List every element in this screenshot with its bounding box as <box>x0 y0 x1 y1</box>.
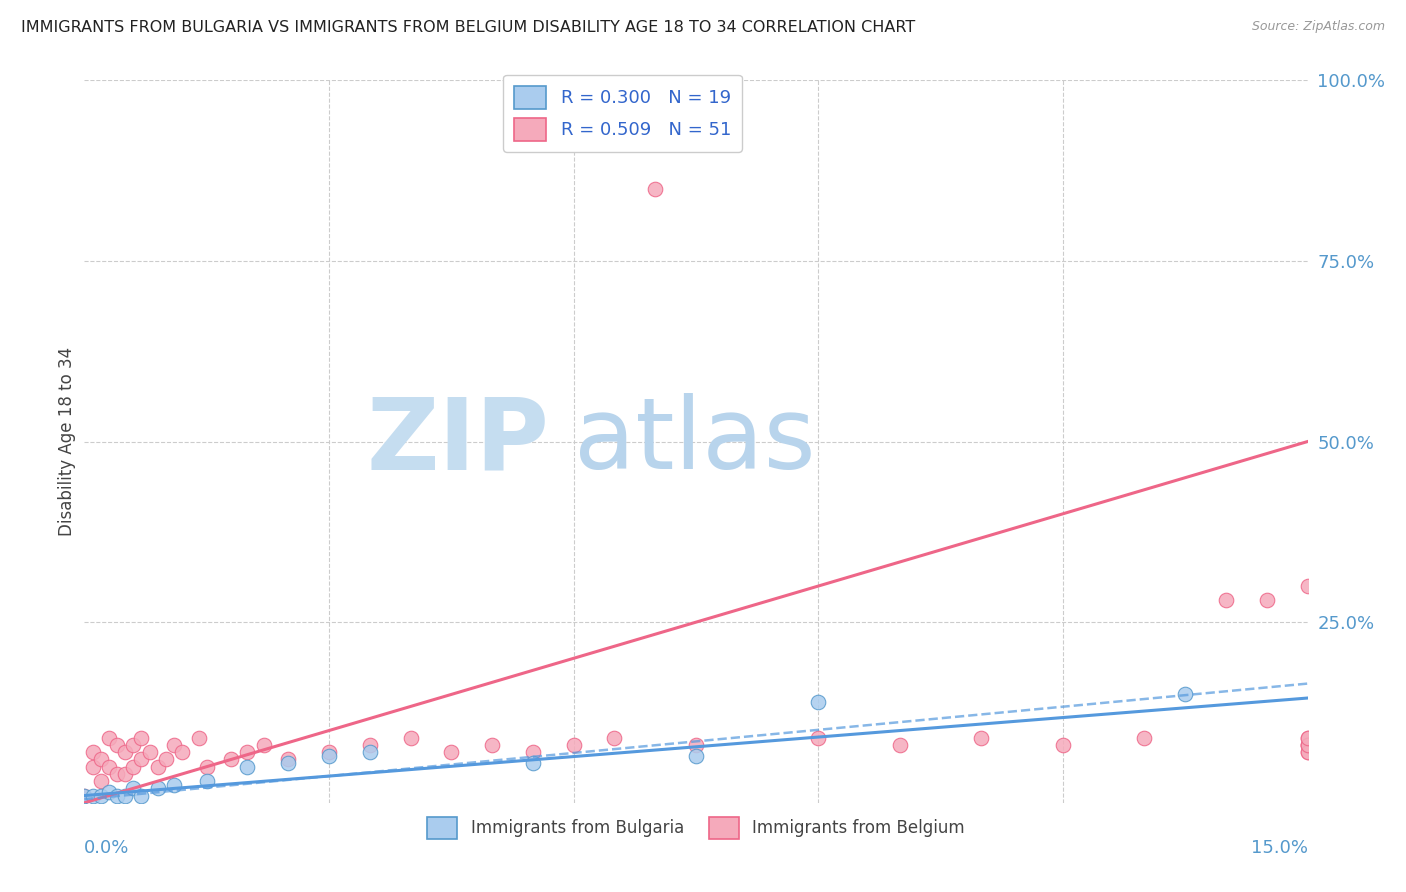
Point <box>105 789 128 803</box>
Text: ZIP: ZIP <box>367 393 550 490</box>
Point <box>1052 738 1074 752</box>
Point <box>114 789 136 803</box>
Point <box>603 731 626 745</box>
Point <box>277 752 299 766</box>
Point <box>318 748 340 763</box>
Point <box>146 781 169 796</box>
Text: atlas: atlas <box>574 393 815 490</box>
Point <box>122 760 145 774</box>
Point <box>90 789 112 803</box>
Point <box>1215 593 1237 607</box>
Point <box>105 738 128 752</box>
Point <box>131 752 153 766</box>
Point <box>195 760 218 774</box>
Point <box>253 738 276 752</box>
Legend: Immigrants from Bulgaria, Immigrants from Belgium: Immigrants from Bulgaria, Immigrants fro… <box>418 807 974 848</box>
Text: 0.0%: 0.0% <box>84 838 129 857</box>
Point <box>90 752 112 766</box>
Point <box>195 774 218 789</box>
Point <box>1296 731 1319 745</box>
Point <box>1296 745 1319 759</box>
Text: IMMIGRANTS FROM BULGARIA VS IMMIGRANTS FROM BELGIUM DISABILITY AGE 18 TO 34 CORR: IMMIGRANTS FROM BULGARIA VS IMMIGRANTS F… <box>21 20 915 35</box>
Point <box>644 182 666 196</box>
Point <box>172 745 194 759</box>
Point <box>73 789 96 803</box>
Point <box>163 778 186 792</box>
Text: 15.0%: 15.0% <box>1250 838 1308 857</box>
Point <box>82 789 104 803</box>
Point <box>163 738 186 752</box>
Point <box>481 738 503 752</box>
Point <box>440 745 463 759</box>
Point <box>187 731 209 745</box>
Point <box>1174 687 1197 701</box>
Point <box>1296 731 1319 745</box>
Point <box>522 756 544 770</box>
Point <box>131 789 153 803</box>
Point <box>807 695 830 709</box>
Y-axis label: Disability Age 18 to 34: Disability Age 18 to 34 <box>58 347 76 536</box>
Point <box>73 789 96 803</box>
Point <box>318 745 340 759</box>
Point <box>236 760 259 774</box>
Point <box>1296 745 1319 759</box>
Point <box>155 752 177 766</box>
Point <box>97 731 120 745</box>
Point <box>685 748 707 763</box>
Point <box>1133 731 1156 745</box>
Point <box>562 738 585 752</box>
Point <box>1296 738 1319 752</box>
Point <box>114 745 136 759</box>
Point <box>522 745 544 759</box>
Point <box>82 745 104 759</box>
Point <box>399 731 422 745</box>
Point <box>1296 738 1319 752</box>
Point <box>90 774 112 789</box>
Point <box>105 767 128 781</box>
Point <box>970 731 993 745</box>
Text: Source: ZipAtlas.com: Source: ZipAtlas.com <box>1251 20 1385 33</box>
Point <box>359 738 381 752</box>
Point <box>1296 738 1319 752</box>
Point <box>807 731 830 745</box>
Point <box>1256 593 1278 607</box>
Point <box>236 745 259 759</box>
Point <box>359 745 381 759</box>
Point <box>889 738 911 752</box>
Point <box>122 738 145 752</box>
Point <box>138 745 160 759</box>
Point <box>97 785 120 799</box>
Point <box>82 760 104 774</box>
Point <box>122 781 145 796</box>
Point <box>131 731 153 745</box>
Point <box>1296 579 1319 593</box>
Point <box>146 760 169 774</box>
Point <box>219 752 242 766</box>
Point <box>97 760 120 774</box>
Point <box>277 756 299 770</box>
Point <box>114 767 136 781</box>
Point <box>685 738 707 752</box>
